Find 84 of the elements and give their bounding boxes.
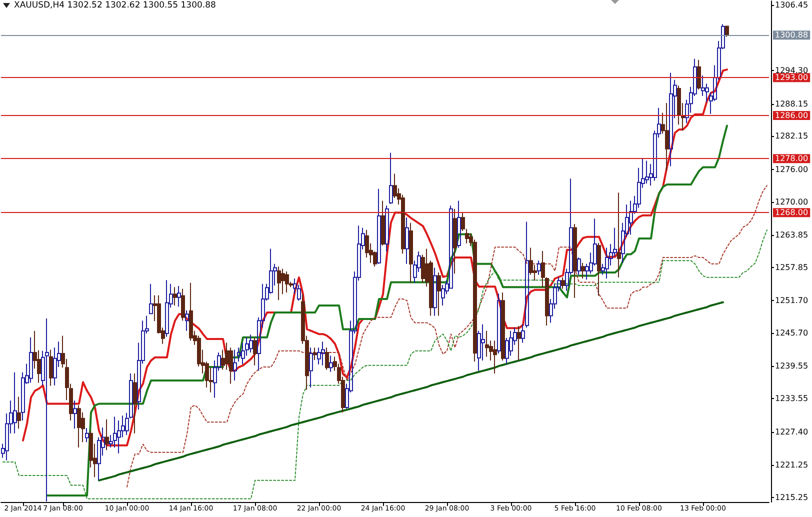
candlestick (597, 242, 601, 296)
y-tick-label: 1233.55 (775, 394, 808, 404)
candlestick (561, 276, 565, 290)
candlestick (181, 288, 185, 322)
ref-line-label: 1300.88 (775, 30, 808, 40)
y-tick-label: 1263.85 (775, 230, 808, 240)
candlestick (697, 59, 701, 90)
candlestick (149, 283, 153, 314)
candlestick (389, 152, 393, 204)
y-tick-label: 1288.15 (775, 99, 808, 108)
candlestick (249, 334, 253, 353)
candlestick (105, 418, 109, 451)
candlestick (525, 221, 529, 328)
candlestick (17, 396, 21, 430)
candlestick (573, 223, 577, 298)
candlestick (377, 188, 381, 264)
candlestick (581, 262, 585, 279)
candlestick (45, 318, 49, 502)
candlestick (381, 200, 385, 246)
candlestick (277, 266, 281, 301)
line-series (98, 301, 724, 482)
candlestick (285, 270, 289, 294)
ref-line-label: 1293.00 (775, 73, 808, 82)
candlestick (457, 200, 461, 248)
candlestick (405, 216, 409, 264)
candlestick (117, 420, 121, 454)
y-tick-label: 1270.00 (775, 197, 808, 206)
candlestick (165, 280, 169, 338)
candlestick (433, 267, 437, 316)
candlestick (441, 284, 445, 306)
ref-line-label: 1286.00 (775, 110, 808, 120)
candlestick (409, 222, 413, 284)
candlestick (77, 404, 81, 448)
candlestick (493, 340, 497, 374)
chart-title: XAUUSD,H4 1302.52 1302.62 1300.55 1300.88 (14, 0, 216, 10)
candlestick (189, 282, 193, 342)
candlestick (133, 373, 137, 434)
y-tick-label: 1215.25 (775, 492, 808, 502)
candlestick (329, 355, 333, 372)
candlestick (233, 349, 237, 382)
candlestick (437, 272, 441, 316)
ref-line-label: 1278.00 (775, 154, 808, 164)
candlestick (85, 428, 89, 443)
candlestick (605, 247, 609, 279)
y-tick-label: 1227.40 (775, 427, 808, 436)
line-series (2, 229, 768, 500)
candlestick (577, 256, 581, 276)
y-tick-label: 1257.85 (775, 262, 808, 272)
candlestick (49, 349, 53, 386)
candlestick (173, 286, 177, 306)
candlestick (73, 400, 77, 430)
y-tick-label: 1306.45 (775, 0, 808, 10)
candlestick (253, 337, 257, 366)
candlestick (309, 347, 313, 388)
y-tick-label: 1282.15 (775, 132, 808, 141)
candlestick (617, 192, 621, 278)
candlestick (725, 25, 729, 38)
candlestick (453, 208, 457, 274)
candlestick (669, 72, 673, 167)
candlestick (29, 336, 33, 384)
candlestick (665, 102, 669, 172)
line-series (126, 185, 768, 488)
y-tick-label: 1239.55 (775, 362, 808, 371)
candlestick (497, 293, 501, 354)
y-tick-label: 1251.70 (775, 296, 808, 306)
candlestick (485, 330, 489, 358)
y-tick-label: 1221.25 (775, 460, 808, 470)
candlestick (321, 341, 325, 366)
candlestick (313, 347, 317, 361)
candlestick (629, 200, 633, 236)
y-tick-label: 1276.00 (775, 164, 808, 174)
candlestick (645, 160, 649, 184)
ref-line-label: 1268.00 (775, 208, 808, 218)
y-tick-label: 1294.30 (775, 66, 808, 76)
candlestick (13, 372, 17, 434)
candlestick (521, 324, 525, 344)
candlestick (537, 260, 541, 276)
candlestick (501, 292, 505, 362)
candlestick (177, 286, 181, 308)
candlestick (325, 347, 329, 370)
candlestick (517, 326, 521, 362)
candlestick (385, 205, 389, 252)
y-tick-label: 1245.70 (775, 328, 808, 338)
candlestick (185, 310, 189, 332)
